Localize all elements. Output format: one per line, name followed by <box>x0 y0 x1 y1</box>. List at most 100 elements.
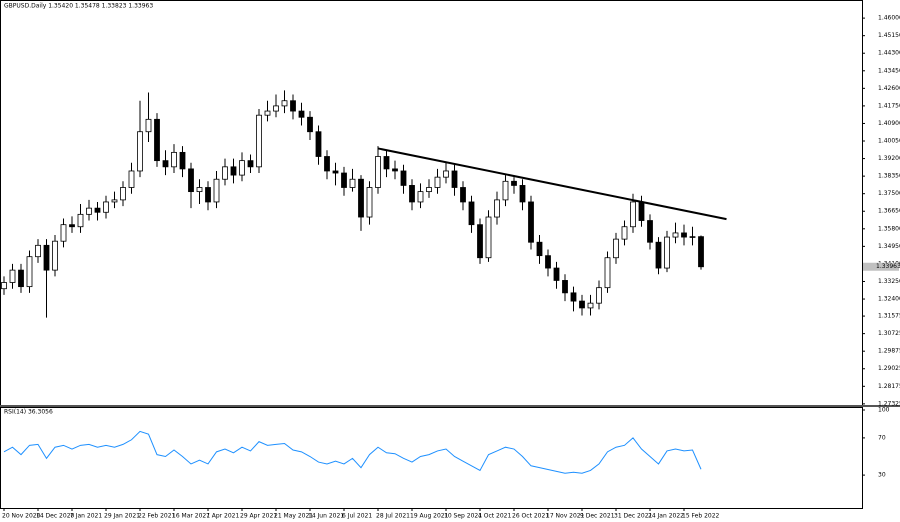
candle-body <box>383 156 390 170</box>
candle-body <box>43 244 50 271</box>
trendline <box>377 147 727 221</box>
y-tick-label: 1.37500 <box>878 190 900 197</box>
candle-body <box>111 199 118 203</box>
candle-body <box>536 241 543 257</box>
candle-body <box>128 170 135 188</box>
candle-body <box>672 232 679 238</box>
y-tick-label: 1.29025 <box>878 365 900 372</box>
candle-body <box>18 269 24 288</box>
candle-body <box>349 178 356 188</box>
candle-body <box>35 244 41 258</box>
candle-body <box>400 170 407 186</box>
candle-body <box>460 187 466 203</box>
x-tick-label: 17 Nov 2021 <box>546 513 585 520</box>
candle-body <box>188 168 194 193</box>
x-tick-label: 6 Jul 2021 <box>342 513 372 520</box>
candle-body <box>587 302 594 309</box>
candle-body <box>604 257 611 289</box>
candle-body <box>392 168 398 172</box>
y-tick-label: 1.29875 <box>878 348 900 355</box>
candle-body <box>426 187 432 193</box>
candle-body <box>298 110 305 118</box>
candle-body <box>213 178 220 203</box>
last-price-label: 1.33963 <box>876 263 900 270</box>
candle-body <box>137 131 143 172</box>
y-tick-label: 30 <box>878 472 886 479</box>
candle-body <box>545 255 551 269</box>
candle-body <box>120 187 126 201</box>
x-tick-label: 29 Apr 2021 <box>240 513 277 520</box>
candle-body <box>273 105 279 112</box>
y-tick-label: 100 <box>878 407 890 414</box>
candle-body <box>264 110 271 116</box>
y-tick-label: 1.27325 <box>878 400 900 407</box>
candle-body <box>375 156 381 188</box>
chart-title: GBPUSD.Daily 1.35420 1.35478 1.33823 1.3… <box>4 3 153 10</box>
candle-body <box>256 114 262 168</box>
candle-body <box>579 300 585 309</box>
candle-body <box>681 232 687 238</box>
x-tick-label: 14 Jun 2021 <box>308 513 344 520</box>
y-tick-label: 1.42600 <box>878 85 900 92</box>
candle-body <box>60 224 67 242</box>
y-tick-label: 1.46000 <box>878 15 900 22</box>
rsi-line <box>3 430 702 474</box>
x-tick-label: 26 Oct 2021 <box>512 513 549 520</box>
candle-body <box>553 267 560 281</box>
candle-body <box>366 187 373 218</box>
y-tick-label: 1.39200 <box>878 155 900 162</box>
candle-body <box>358 178 364 218</box>
x-tick-label: 14 Dec 2020 <box>36 513 75 520</box>
candle-body <box>621 226 628 240</box>
candle-body <box>239 160 245 176</box>
candle-body <box>222 166 228 180</box>
candle-body <box>86 207 92 215</box>
candle-body <box>443 170 449 178</box>
x-tick-label: 15 Feb 2022 <box>682 513 720 520</box>
candle-body <box>332 170 339 174</box>
last-price-box <box>863 262 899 271</box>
candle-body <box>69 224 75 228</box>
candle-body <box>94 207 101 213</box>
candle-body <box>519 185 526 203</box>
x-tick-label: 28 Jul 2021 <box>376 513 410 520</box>
x-tick-label: 7 Jan 2021 <box>70 513 102 520</box>
candle-body <box>570 292 577 302</box>
candle-body <box>315 131 322 157</box>
candle-body <box>502 180 509 201</box>
candle-body <box>630 201 636 228</box>
x-tick-label: 20 Nov 2020 <box>2 513 41 520</box>
x-tick-label: 24 Jan 2022 <box>648 513 684 520</box>
y-tick-label: 1.30725 <box>878 330 900 337</box>
candle-body <box>179 151 186 170</box>
x-tick-label: 16 Mar 2021 <box>172 513 210 520</box>
candle-body <box>171 151 177 168</box>
candle-body <box>468 201 475 226</box>
candle-body <box>434 176 441 188</box>
y-tick-label: 1.45150 <box>878 32 900 39</box>
rsi-frame <box>0 407 863 509</box>
candle-body <box>247 160 254 168</box>
x-tick-label: 21 May 2021 <box>274 513 313 520</box>
candle-body <box>103 201 109 213</box>
candle-body <box>145 118 152 133</box>
rsi-title: RSI(14) 36.3056 <box>4 409 53 416</box>
candle-body <box>162 160 169 168</box>
candle-body <box>26 256 33 288</box>
candle-body <box>409 185 415 203</box>
x-tick-label: 9 Dec 2021 <box>580 513 615 520</box>
candle-body <box>528 201 534 243</box>
y-tick-label: 1.28175 <box>878 383 900 390</box>
y-tick-label: 1.34950 <box>878 243 900 250</box>
candle-body <box>230 166 237 176</box>
x-tick-label: 4 Oct 2021 <box>478 513 511 520</box>
y-tick-label: 1.31575 <box>878 313 900 320</box>
y-tick-label: 1.35800 <box>878 225 900 232</box>
panel-separator <box>0 405 900 407</box>
candle-body <box>205 187 211 203</box>
candle-body <box>451 170 458 188</box>
main-frame <box>0 0 863 406</box>
candle-body <box>698 236 704 268</box>
candle-body <box>596 287 602 304</box>
y-tick-label: 1.36650 <box>878 208 900 215</box>
